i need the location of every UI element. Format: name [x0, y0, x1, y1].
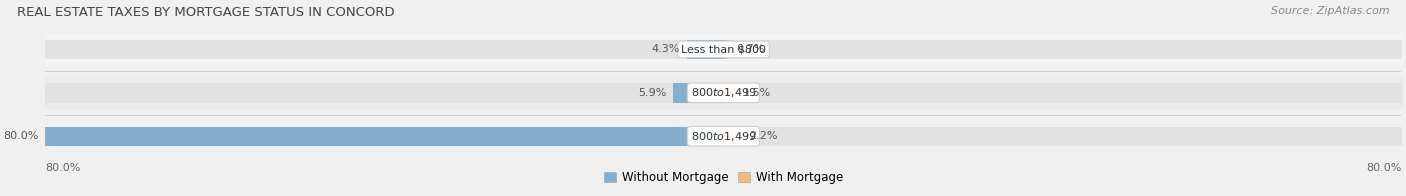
Text: 80.0%: 80.0% [45, 163, 80, 173]
Text: 0.7%: 0.7% [737, 44, 765, 54]
Text: $800 to $1,499: $800 to $1,499 [690, 130, 756, 143]
Text: REAL ESTATE TAXES BY MORTGAGE STATUS IN CONCORD: REAL ESTATE TAXES BY MORTGAGE STATUS IN … [17, 6, 395, 19]
Legend: Without Mortgage, With Mortgage: Without Mortgage, With Mortgage [599, 166, 848, 189]
Bar [45, 40, 1402, 59]
Bar [45, 127, 724, 146]
Bar [688, 40, 724, 59]
Bar [45, 34, 1402, 65]
Bar [45, 83, 1402, 103]
Bar [724, 83, 737, 103]
Bar [45, 121, 1402, 152]
Text: Source: ZipAtlas.com: Source: ZipAtlas.com [1271, 6, 1389, 16]
Text: 80.0%: 80.0% [1367, 163, 1402, 173]
Text: 5.9%: 5.9% [638, 88, 666, 98]
Text: 1.5%: 1.5% [742, 88, 770, 98]
Text: $800 to $1,499: $800 to $1,499 [690, 86, 756, 99]
Text: 80.0%: 80.0% [3, 131, 38, 141]
Bar [45, 127, 1402, 146]
Text: 2.2%: 2.2% [749, 131, 778, 141]
Text: 4.3%: 4.3% [652, 44, 681, 54]
Text: Less than $800: Less than $800 [681, 44, 766, 54]
Bar [673, 83, 724, 103]
Bar [724, 127, 742, 146]
Bar [45, 77, 1402, 109]
Bar [724, 40, 730, 59]
